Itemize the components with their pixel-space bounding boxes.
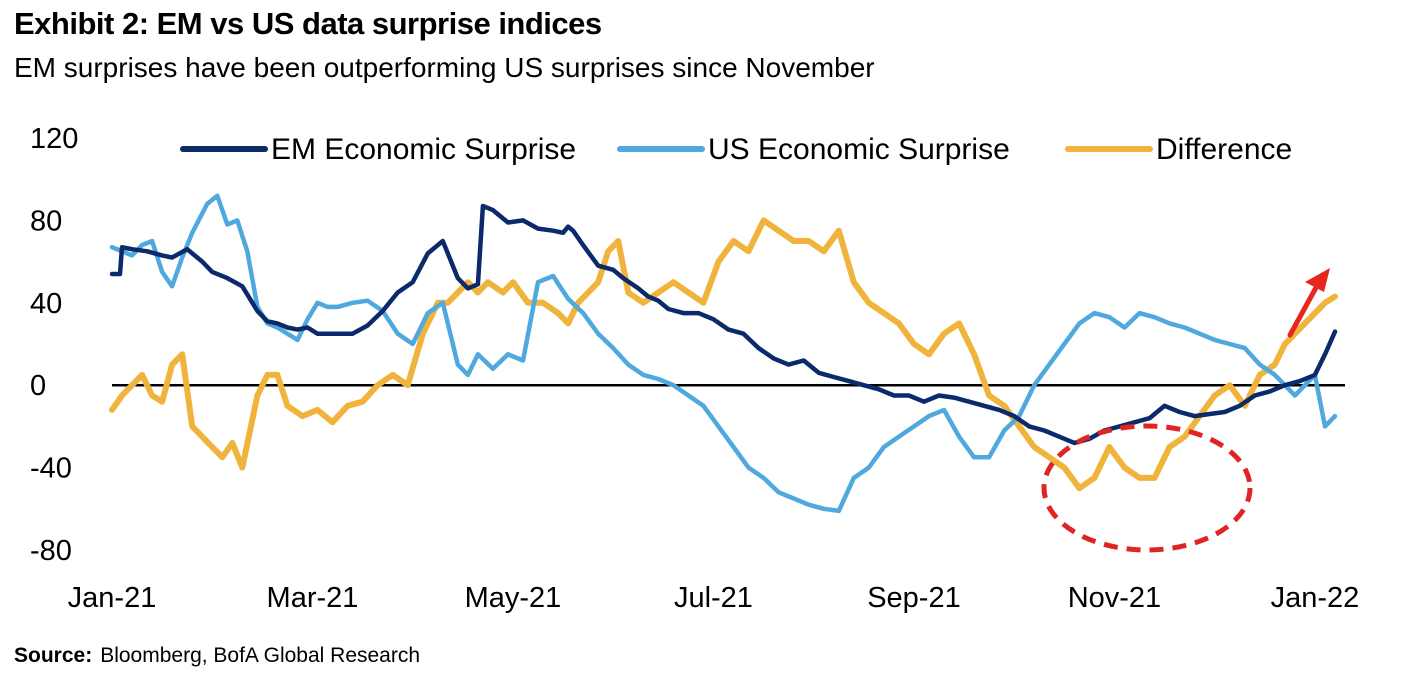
highlight-ellipse — [1041, 423, 1253, 553]
x-tick-label: Jan-22 — [1271, 582, 1360, 614]
source-text: Bloomberg, BofA Global Research — [100, 644, 421, 667]
source-label: Source: — [14, 644, 93, 667]
trend-arrow-head — [1305, 268, 1330, 292]
y-tick-label: 0 — [30, 370, 46, 402]
series-line-em-economic-surprise — [109, 203, 1338, 446]
axis-group: -80 -40 0 40 80 120 Jan-21 Mar-21 May-21 Jul-21 Se… — [30, 123, 1359, 614]
legend-label: EM Economic Surprise — [271, 133, 576, 166]
y-tick-label: 40 — [30, 288, 62, 320]
legend-label: US Economic Surprise — [708, 133, 1010, 166]
y-tick-label: 80 — [30, 205, 62, 237]
x-tick-label: May-21 — [465, 582, 562, 614]
series-line-difference — [109, 217, 1338, 492]
annotations — [1041, 268, 1330, 553]
chart-subtitle: EM surprises have been outperforming US … — [14, 52, 875, 83]
series-line-us-economic-surprise — [109, 193, 1338, 514]
x-tick-label: Mar-21 — [267, 582, 359, 614]
x-tick-label: Jul-21 — [674, 582, 753, 614]
source-note: Source: Bloomberg, BofA Global Research — [14, 644, 420, 668]
y-tick-label: -40 — [30, 453, 72, 485]
legend: EM Economic Surprise US Economic Surprise… — [180, 133, 1292, 166]
series-group — [109, 193, 1338, 514]
y-tick-label: 120 — [30, 123, 78, 155]
x-tick-label: Jan-21 — [68, 582, 157, 614]
trend-arrow-shaft — [1287, 281, 1321, 338]
x-tick-label: Nov-21 — [1068, 582, 1162, 614]
chart-title: Exhibit 2: EM vs US data surprise indice… — [14, 6, 602, 41]
x-tick-label: Sep-21 — [867, 582, 961, 614]
y-tick-label: -80 — [30, 535, 72, 567]
legend-label: Difference — [1156, 133, 1292, 166]
